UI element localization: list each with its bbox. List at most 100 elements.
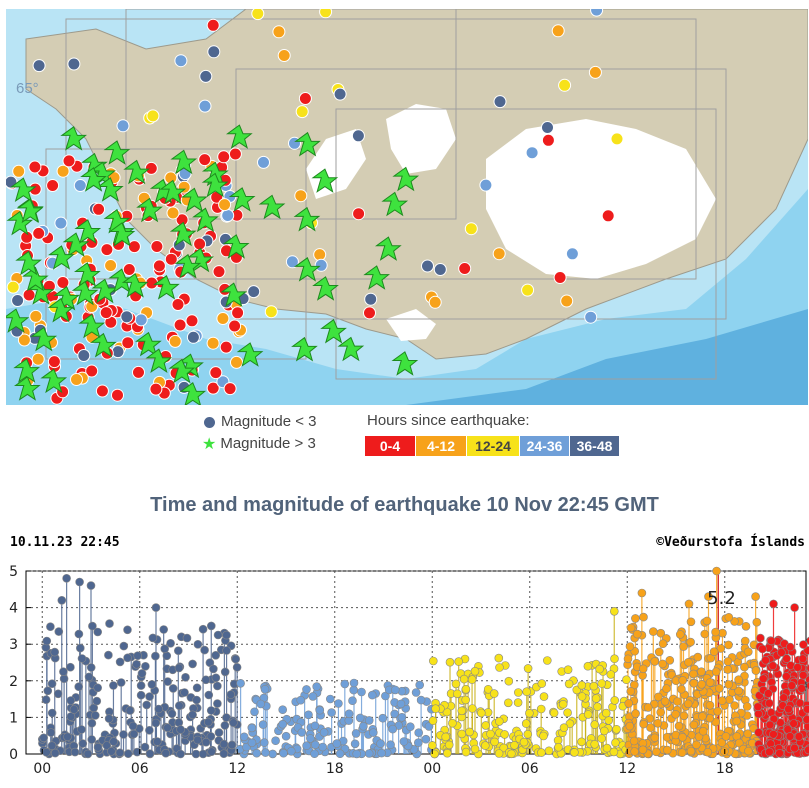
quake-point <box>785 732 795 741</box>
quake-point <box>709 647 719 656</box>
quake-point <box>279 748 288 758</box>
quake-point <box>428 741 437 750</box>
quake-point <box>702 616 712 626</box>
quake-point <box>639 719 648 729</box>
quake-point <box>137 669 147 678</box>
hours-bin: 12-24 <box>467 436 519 456</box>
quake-point <box>261 748 270 757</box>
quake-star <box>291 336 318 362</box>
x-tick-label: 00 <box>33 761 51 777</box>
quake-point <box>769 730 778 739</box>
quake-dot <box>541 121 554 134</box>
quake-point <box>590 740 600 749</box>
quake-point <box>476 708 486 718</box>
quake-dot <box>186 330 200 344</box>
quake-point <box>692 740 701 750</box>
quake-point <box>653 692 663 702</box>
quake-point <box>679 642 688 651</box>
quake-star <box>258 194 286 220</box>
quake-star <box>136 197 163 223</box>
quake-point <box>761 655 770 665</box>
quake-dot <box>121 336 135 350</box>
quake-point <box>252 748 262 758</box>
x-tick-label: 00 <box>423 761 441 777</box>
quake-star <box>311 168 339 193</box>
quake-point <box>686 746 696 756</box>
quake-point <box>416 695 426 705</box>
quake-point <box>415 680 425 690</box>
quake-point <box>39 733 49 743</box>
quake-point <box>102 741 112 750</box>
quake-point <box>351 729 361 738</box>
quake-point <box>624 699 634 708</box>
quake-point <box>77 725 86 734</box>
quake-point <box>74 682 83 691</box>
quake-dot <box>31 352 45 366</box>
quake-point <box>721 732 731 741</box>
quake-point <box>151 718 161 728</box>
quake-point <box>589 681 599 691</box>
quake-point <box>47 679 57 688</box>
quake-point <box>705 701 715 710</box>
quake-point <box>166 639 175 648</box>
quake-point <box>480 741 490 750</box>
quake-point <box>378 713 388 723</box>
quake-point <box>62 573 71 583</box>
quake-dot <box>132 365 145 379</box>
quake-point <box>364 716 374 725</box>
quake-point <box>181 673 190 682</box>
quake-point <box>428 656 438 666</box>
quake-point <box>753 702 763 712</box>
quake-point <box>765 720 775 730</box>
quake-point <box>377 748 386 758</box>
quake-point <box>782 672 791 681</box>
quake-star <box>15 250 42 276</box>
x-tick-label: 12 <box>228 761 246 777</box>
quake-dot <box>610 132 624 146</box>
quake-point <box>211 651 220 660</box>
quake-point <box>500 730 509 739</box>
quake-dot <box>314 258 328 272</box>
quake-star <box>21 266 49 292</box>
quake-point <box>75 577 84 587</box>
quake-point <box>78 739 88 748</box>
quake-star <box>13 376 41 401</box>
quake-point <box>742 702 752 711</box>
quake-point <box>724 613 734 622</box>
quake-point <box>109 737 118 746</box>
quake-dot <box>12 164 26 178</box>
quake-point <box>697 680 707 689</box>
quake-point <box>711 667 721 676</box>
quake-point <box>625 721 635 731</box>
quake-point <box>717 696 727 705</box>
quake-point <box>123 653 132 663</box>
quake-point <box>507 749 516 759</box>
quake-point <box>386 740 395 749</box>
quake-point <box>503 698 513 708</box>
quake-point <box>211 673 221 683</box>
quake-dot <box>122 263 136 276</box>
quake-point <box>229 718 238 727</box>
quake-point <box>296 695 306 705</box>
quake-dot <box>95 384 109 398</box>
quake-point <box>713 707 723 716</box>
quake-point <box>521 719 531 728</box>
quake-dot <box>601 209 615 223</box>
quake-point <box>399 737 409 746</box>
quake-point <box>69 705 79 714</box>
quake-point <box>128 721 138 731</box>
quake-point <box>315 705 325 715</box>
quake-point <box>140 742 150 752</box>
hours-bin: 4-12 <box>416 436 466 456</box>
quake-star <box>228 187 256 212</box>
quake-point <box>148 633 158 643</box>
quake-point <box>193 640 203 649</box>
quake-point <box>797 684 807 693</box>
quake-point <box>597 734 606 743</box>
quake-point <box>174 646 183 655</box>
quake-dot <box>525 146 539 160</box>
quake-point <box>467 675 477 684</box>
quake-star <box>153 275 180 300</box>
quake-point <box>306 734 315 743</box>
quake-dot <box>221 209 235 222</box>
